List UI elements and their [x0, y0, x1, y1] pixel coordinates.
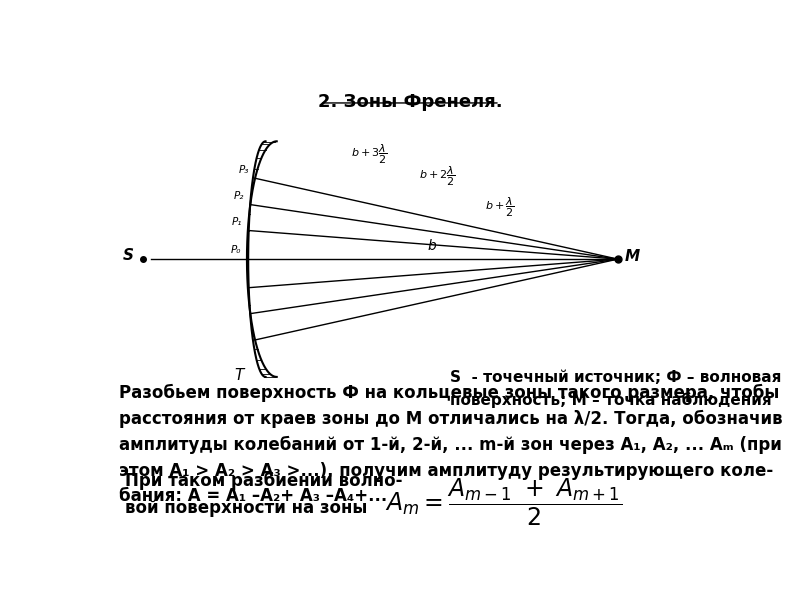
Text: P₁: P₁	[231, 217, 242, 227]
Text: 2. Зоны Френеля.: 2. Зоны Френеля.	[318, 93, 502, 111]
Text: S  - точечный источник; Ф – волновая
поверхность; М – точка наблюдения: S - точечный источник; Ф – волновая пове…	[450, 370, 782, 409]
Text: При таком разбиении волно-
вой поверхности на зоны: При таком разбиении волно- вой поверхнос…	[125, 472, 402, 517]
Text: P₀: P₀	[230, 245, 241, 256]
Text: b: b	[427, 239, 436, 253]
Text: S: S	[123, 248, 134, 263]
Text: $b+\dfrac{\lambda}{2}$: $b+\dfrac{\lambda}{2}$	[485, 196, 514, 219]
Text: P₂: P₂	[234, 191, 244, 201]
Text: M: M	[625, 250, 640, 264]
Text: Разобьем поверхность Ф на кольцевые зоны такого размера, чтобы
расстояния от кра: Разобьем поверхность Ф на кольцевые зоны…	[118, 384, 782, 505]
Text: P₃: P₃	[238, 164, 249, 175]
Text: $b+3\dfrac{\lambda}{2}$: $b+3\dfrac{\lambda}{2}$	[351, 143, 388, 166]
Text: Τ: Τ	[235, 368, 244, 383]
Text: $b+2\dfrac{\lambda}{2}$: $b+2\dfrac{\lambda}{2}$	[419, 165, 456, 188]
Text: $A_m = \dfrac{A_{m-1}\ +\ A_{m+1}}{2}$: $A_m = \dfrac{A_{m-1}\ +\ A_{m+1}}{2}$	[386, 476, 622, 528]
